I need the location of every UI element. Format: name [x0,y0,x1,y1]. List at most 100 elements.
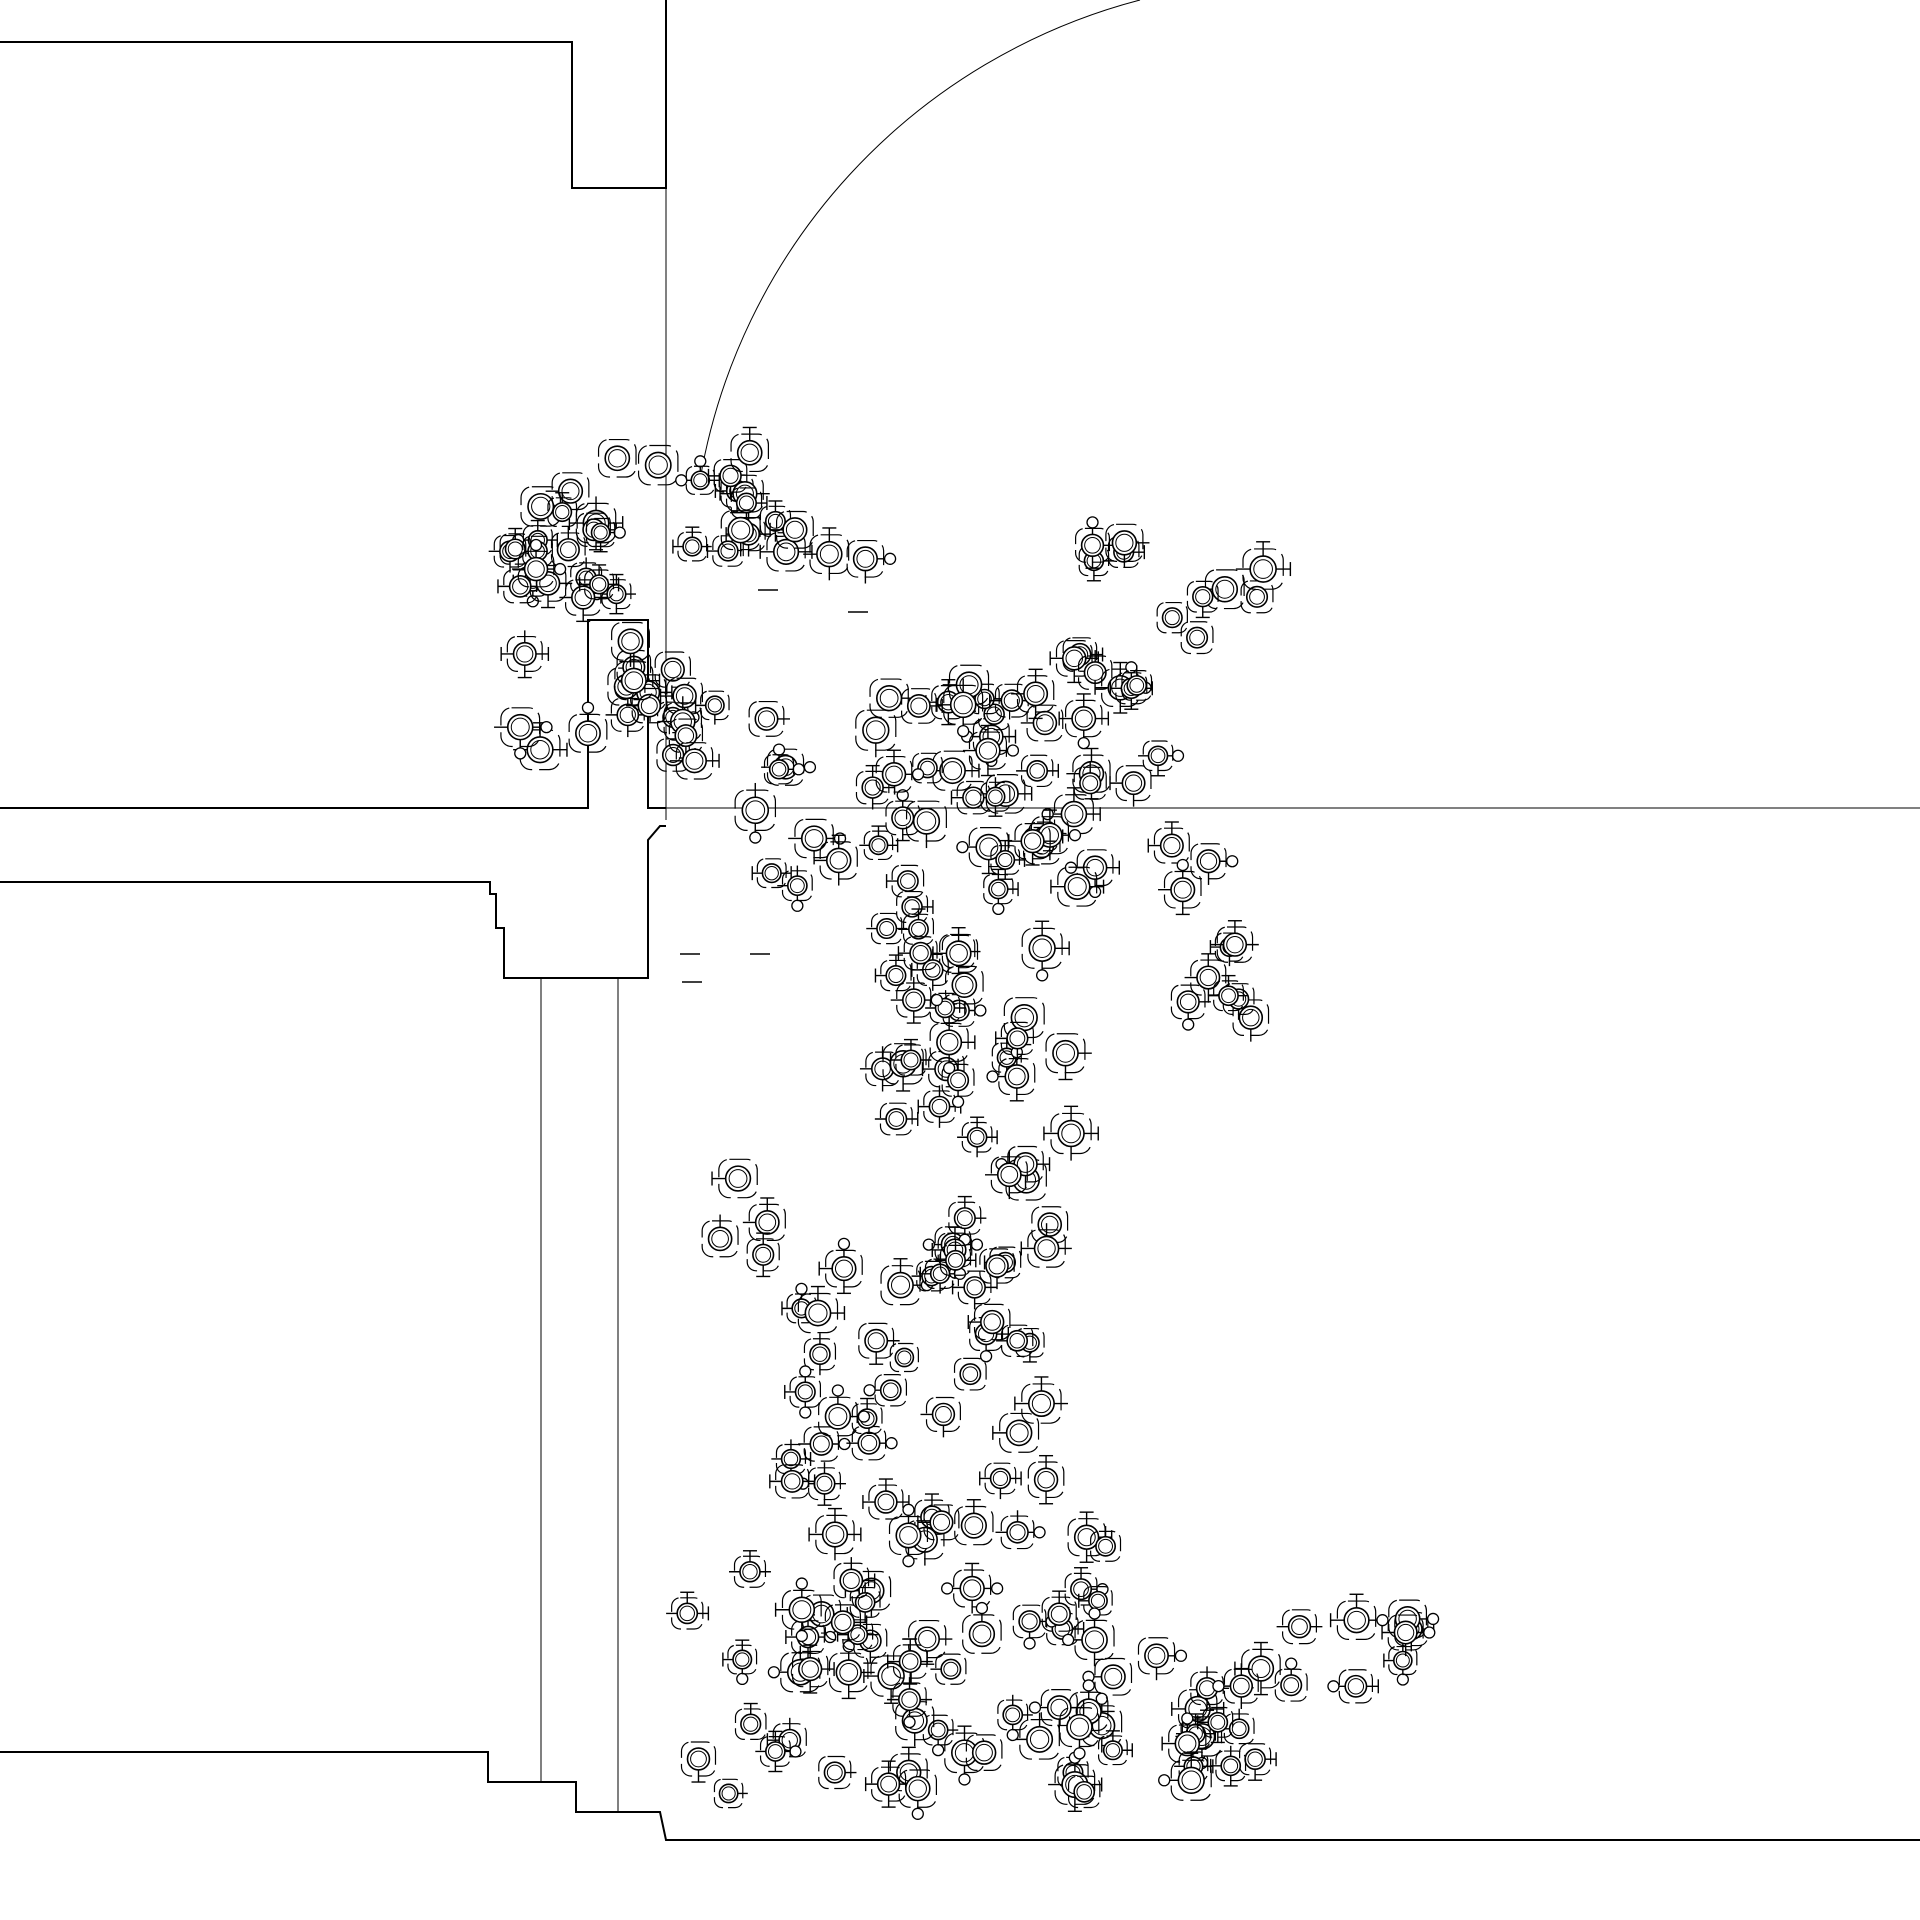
lattice-module [1073,761,1107,800]
lattice-module [818,1237,863,1295]
lattice-module [985,1150,1028,1200]
lattice-module [1186,580,1219,619]
lattice-module [1156,601,1188,634]
lattice-module [1239,1743,1277,1781]
lattice-module [748,700,790,737]
lattice-module [1381,1614,1436,1657]
lattice-module [499,527,531,565]
lattice-module [730,426,769,473]
lattice-module [547,492,578,527]
lattice-module [880,1258,934,1306]
lattice-module [1211,920,1259,963]
lattice-module [917,1504,960,1541]
upper-wall-outline [0,0,667,189]
lattice-module [777,865,813,912]
lattice-module [722,1639,758,1686]
lattice-module [1327,1669,1379,1704]
lattice-module [862,1478,910,1520]
lattice-modules-group [488,426,1440,1820]
lattice-module [897,936,938,971]
lattice-module [1137,1637,1188,1681]
lattice-module [1105,523,1150,568]
lattice-module [511,538,567,588]
lattice-module [824,1604,868,1641]
lattice-module [1209,1745,1247,1787]
lattice-module [995,1021,1034,1061]
lattice-module [730,487,768,524]
lattice-module [930,1653,967,1685]
lattice-module [798,1426,851,1462]
lattice-module [954,1499,994,1546]
lattice-module [1234,1641,1281,1696]
lattice-module [1190,843,1239,885]
lattice-module [1212,1663,1259,1709]
lattice-module [1274,1657,1308,1702]
lattice-module [597,438,637,478]
lattice-module [866,912,908,945]
lattice-module [1082,1657,1133,1696]
lattice-module [706,535,744,567]
door-swing-arc [699,0,1141,481]
lattice-module [1041,1590,1077,1632]
lattice-module [1020,704,1064,742]
lattice-module [846,539,897,584]
lattice-module [887,1638,933,1685]
lattice-module [1014,1376,1069,1424]
lattice-module [803,1333,837,1376]
lattice-module [711,1158,758,1199]
lattice-module [901,688,943,724]
lattice-module [1232,999,1270,1042]
lattice-module [755,1730,802,1773]
lattice-module [494,707,553,760]
lattice-module [846,1419,898,1461]
lattice-module [1043,1105,1099,1161]
lattice-module [1050,866,1105,907]
lattice-module [666,1591,710,1630]
lattice-module [983,868,1019,916]
lattice-module [614,655,661,701]
bottom-wall-outline [0,1751,1920,1841]
lattice-module [945,965,984,1005]
lattice-module [763,743,805,785]
lattice-module [713,1778,748,1809]
lattice-module [585,517,626,553]
lattice-module [965,1734,1003,1772]
lattice-module [1158,858,1202,916]
lattice-module [1075,516,1117,569]
lattice-module [863,1373,908,1407]
lattice-module [953,1357,987,1391]
lattice-module [997,1694,1033,1742]
lattice-module [1235,541,1292,590]
lattice-module [1061,1607,1115,1667]
lattice-module [1059,1707,1100,1760]
lattice-module [734,1702,767,1741]
lattice-module [995,1510,1046,1550]
lattice-module [734,782,777,844]
lattice-module [863,1655,912,1704]
lattice-module [1078,1586,1113,1616]
lattice-module [808,1507,862,1561]
lattice-module [669,742,720,780]
lattice-module [920,1396,961,1438]
lattice-module [675,455,720,495]
lattice-module [1021,920,1070,982]
lattice-module [957,1116,998,1158]
lattice-module [746,1232,780,1278]
lattice-module [1097,1730,1133,1766]
lattice-module [855,764,896,810]
lattice-module [979,1462,1022,1500]
lattice-module [929,1016,976,1075]
lattice-module [1064,1567,1109,1606]
lattice-module [545,472,590,511]
lattice-module [941,1562,1004,1614]
lattice-module [889,1342,919,1373]
lattice-module [1121,665,1153,701]
lattice-module [1170,984,1211,1031]
lattice-module [818,1384,871,1437]
lattice-module [672,526,712,562]
lattice-module [967,1303,1011,1341]
lattice-module [874,954,912,992]
upper-wall-lower-edge [0,619,666,809]
lattice-module [680,1741,717,1783]
